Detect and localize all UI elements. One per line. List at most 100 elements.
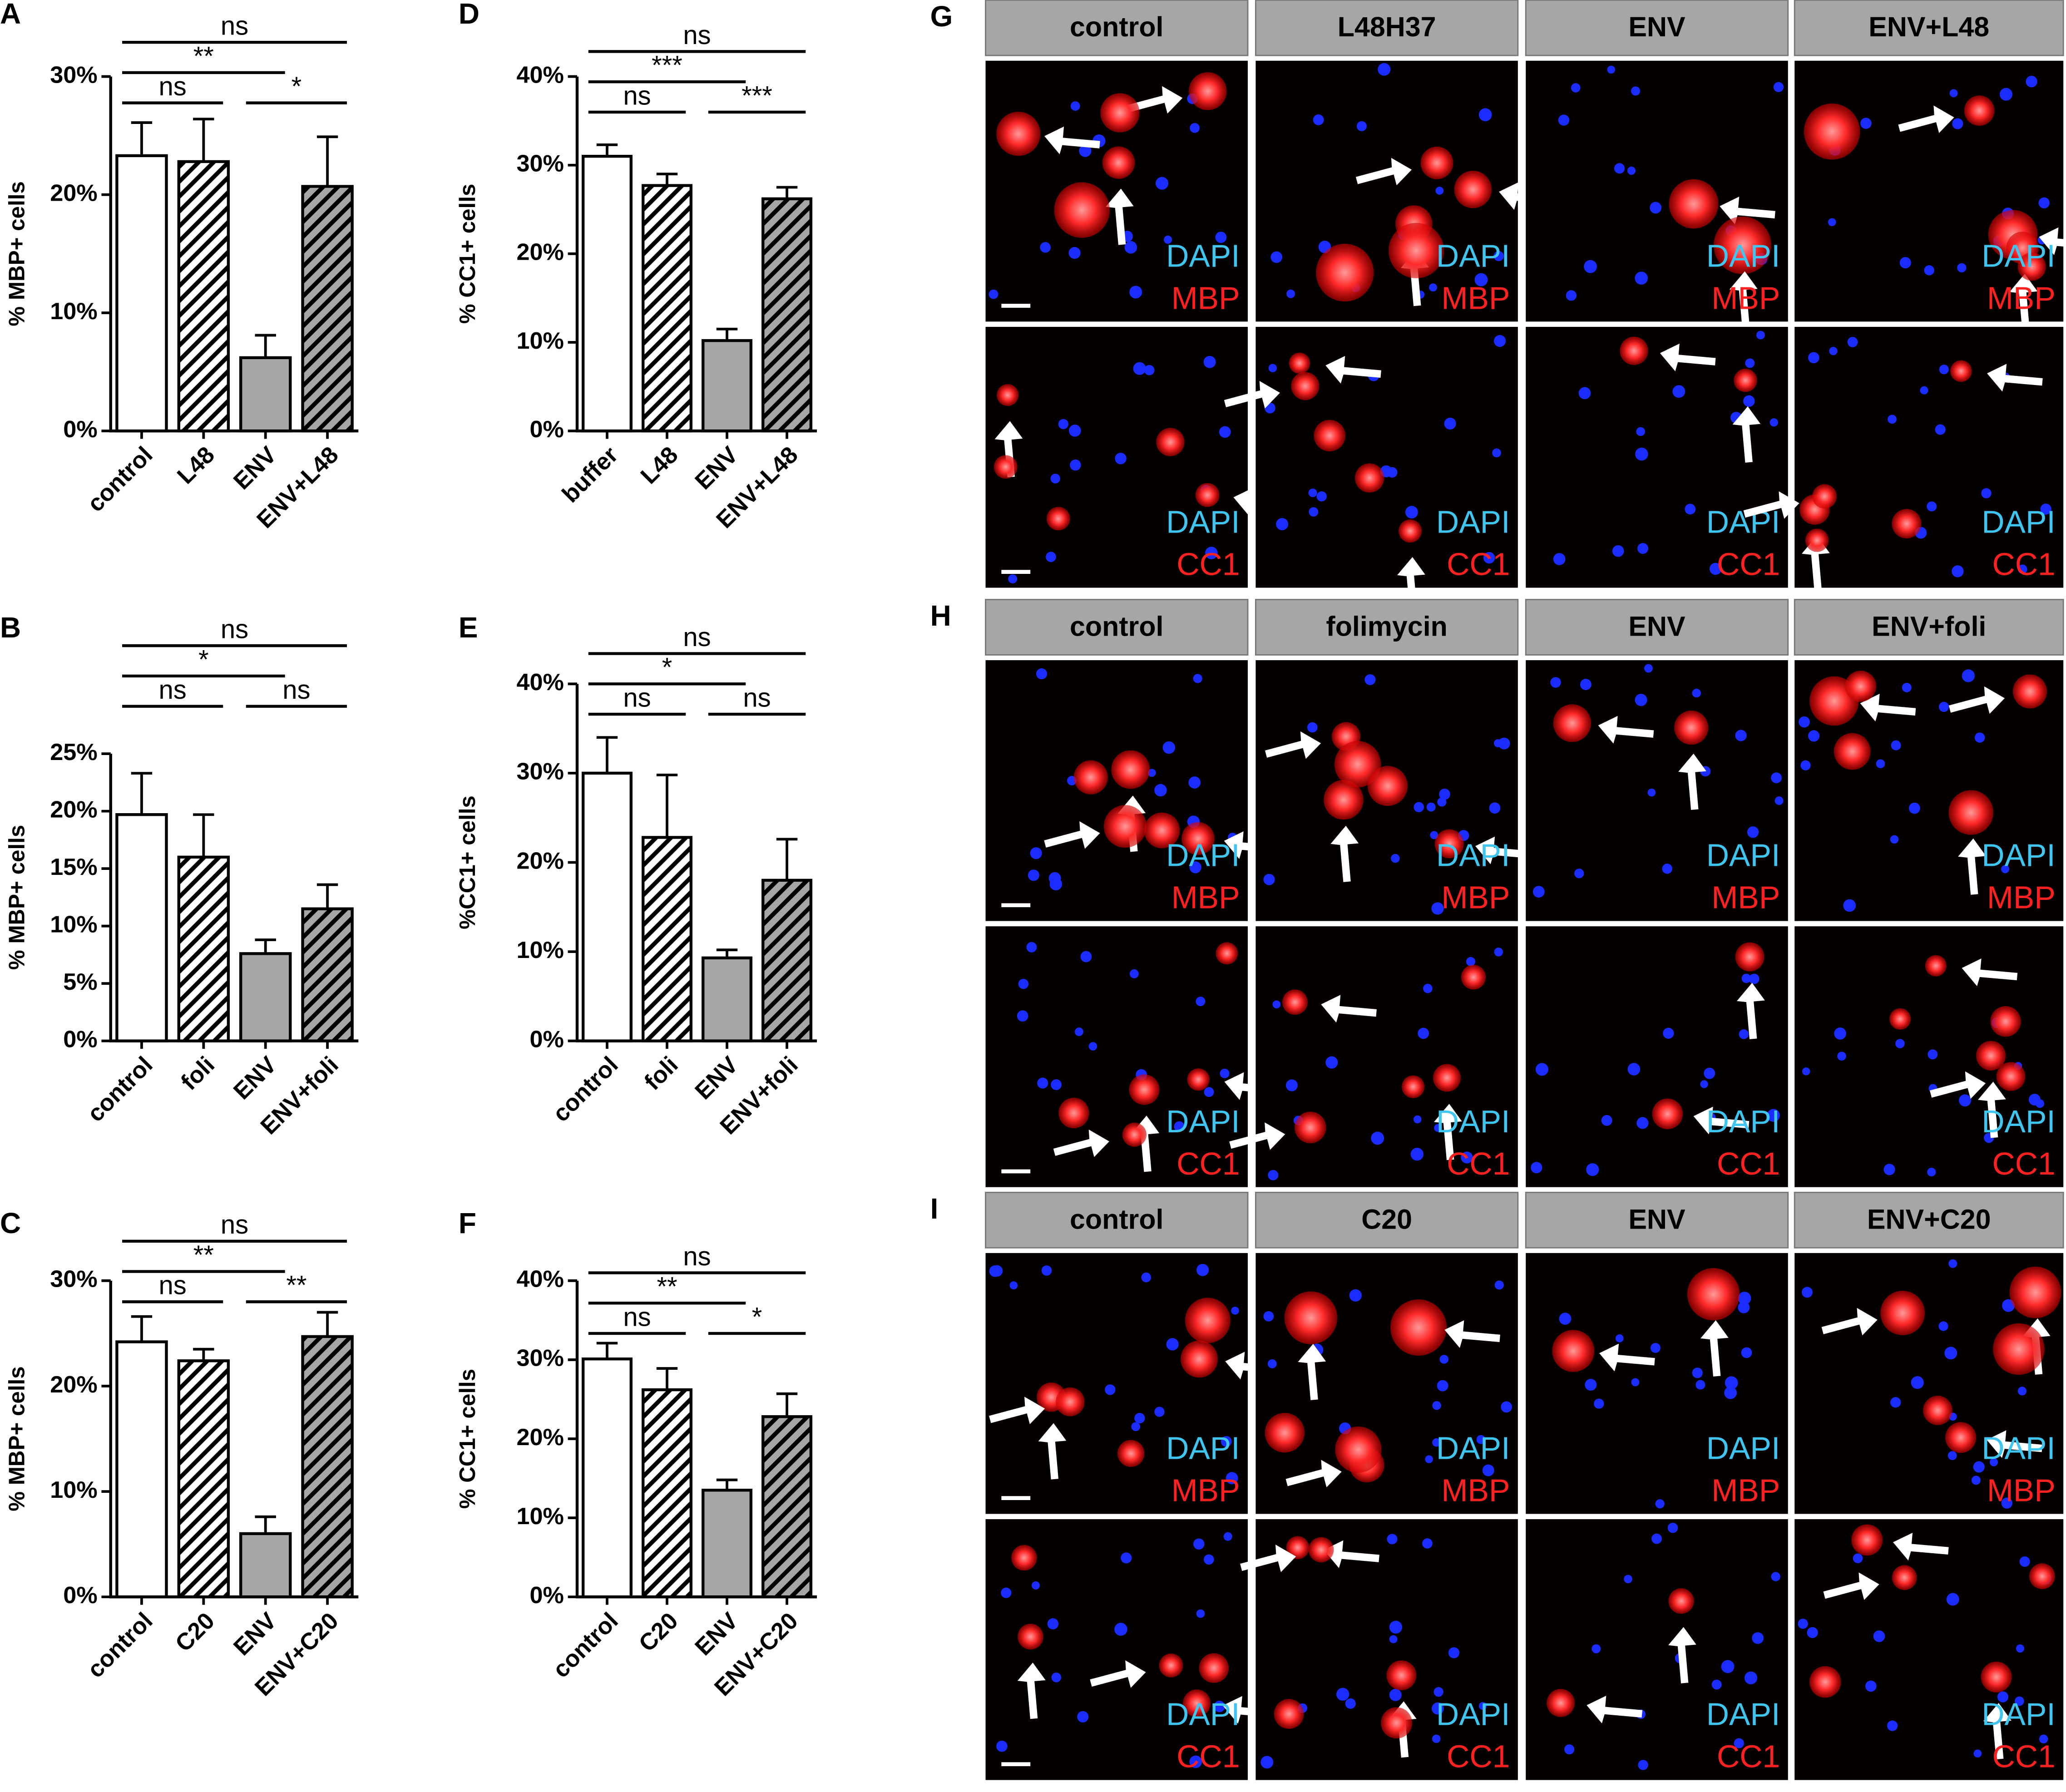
nucleus: [1571, 83, 1581, 93]
nucleus: [1193, 674, 1202, 683]
nucleus: [1741, 1347, 1752, 1358]
y-tick-label: 0%: [63, 1582, 97, 1609]
x-tick-label: ENV: [228, 1608, 282, 1661]
stain-label: CC1: [1992, 1146, 2055, 1181]
cell: [1996, 1062, 2026, 1091]
bar: [761, 879, 813, 1042]
nucleus: [1692, 1367, 1703, 1378]
nucleus: [1032, 1581, 1040, 1590]
panel-label: E: [459, 611, 478, 644]
nucleus: [1162, 741, 1176, 754]
micrograph: [1794, 60, 2064, 322]
arrow: [1737, 982, 1765, 1039]
nucleus: [1663, 1027, 1674, 1039]
nucleus: [1607, 65, 1616, 74]
nucleus: [1644, 664, 1653, 673]
cell: [1553, 704, 1592, 742]
nucleus: [2035, 1099, 2044, 1108]
nucleus: [1631, 86, 1641, 96]
stain-label: DAPI: [1436, 504, 1510, 540]
x-tick-label: foli: [176, 1052, 220, 1095]
x-tick-label: control: [548, 1608, 623, 1683]
cell: [1316, 243, 1374, 302]
arrow: [2039, 227, 2066, 255]
cell: [1804, 104, 1860, 160]
arrow: [1743, 491, 1799, 519]
cell: [1381, 1707, 1413, 1739]
nucleus: [1927, 1168, 1936, 1177]
nucleus: [1974, 732, 1985, 743]
cell: [1990, 1006, 2021, 1037]
arrow: [1044, 126, 1100, 154]
stain-label: MBP: [1171, 280, 1240, 316]
nucleus: [1847, 336, 1858, 347]
nucleus: [1041, 1265, 1052, 1276]
significance-label: **: [193, 41, 214, 71]
nucleus: [1890, 835, 1899, 844]
cell: [1925, 955, 1947, 977]
bar: [239, 1532, 292, 1599]
nucleus: [1743, 395, 1755, 407]
nucleus: [1389, 1635, 1398, 1644]
nucleus: [1798, 1619, 1808, 1629]
arrow: [1729, 271, 1758, 328]
cell: [1948, 790, 1993, 835]
arrow: [1444, 1320, 1500, 1348]
cell: [1199, 1653, 1229, 1683]
nucleus: [1121, 1552, 1132, 1564]
nucleus: [1888, 415, 1897, 424]
nucleus: [1667, 1522, 1678, 1533]
nucleus: [1724, 1386, 1737, 1399]
nucleus: [1435, 187, 1444, 195]
bar: [301, 185, 354, 433]
y-tick-label: 20%: [50, 180, 98, 207]
nucleus: [1141, 1272, 1152, 1283]
nucleus: [1077, 1711, 1089, 1723]
arrow: [1700, 1320, 1729, 1377]
cell: [1454, 171, 1492, 208]
nucleus: [1909, 802, 1920, 814]
nucleus: [1049, 878, 1063, 891]
stain-label: DAPI: [1706, 238, 1780, 273]
column-header: [1525, 0, 1789, 56]
nucleus: [1079, 144, 1092, 157]
nucleus: [1807, 1627, 1818, 1638]
x-tick-label: control: [82, 1052, 158, 1127]
nucleus: [1749, 973, 1760, 984]
nucleus: [1890, 1397, 1901, 1408]
stain-label: DAPI: [1436, 1697, 1510, 1732]
nucleus: [1738, 1301, 1750, 1313]
nucleus: [1647, 788, 1656, 797]
cell: [1291, 372, 1320, 400]
y-tick-label: 20%: [516, 239, 564, 266]
column-title: C20: [1361, 1204, 1412, 1234]
nucleus: [1418, 1027, 1429, 1039]
cell: [1324, 780, 1364, 820]
nucleus: [2015, 1696, 2024, 1706]
nucleus: [1263, 1311, 1274, 1322]
arrow: [1978, 1081, 2006, 1138]
nucleus: [1313, 114, 1324, 125]
nucleus: [1532, 886, 1545, 898]
column-title: control: [1070, 1204, 1163, 1234]
nucleus: [1070, 459, 1081, 471]
nucleus: [1434, 1124, 1442, 1132]
nucleus: [1058, 419, 1068, 429]
arrow: [1987, 364, 2043, 392]
nucleus: [1223, 1532, 1232, 1541]
cell: [1851, 1524, 1883, 1556]
nucleus: [1638, 1760, 1648, 1770]
significance-label: ns: [683, 20, 711, 50]
nucleus: [2040, 504, 2051, 515]
x-tick-label: ENV: [690, 442, 743, 495]
nucleus: [1584, 260, 1597, 273]
cell: [1368, 766, 1408, 806]
stain-label: DAPI: [1436, 1104, 1510, 1139]
nucleus: [1531, 1162, 1542, 1174]
nucleus: [1962, 669, 1975, 682]
cell: [2017, 252, 2046, 281]
nucleus: [1308, 489, 1317, 498]
nucleus: [1971, 1476, 1981, 1485]
column-header: [1255, 1191, 1519, 1249]
